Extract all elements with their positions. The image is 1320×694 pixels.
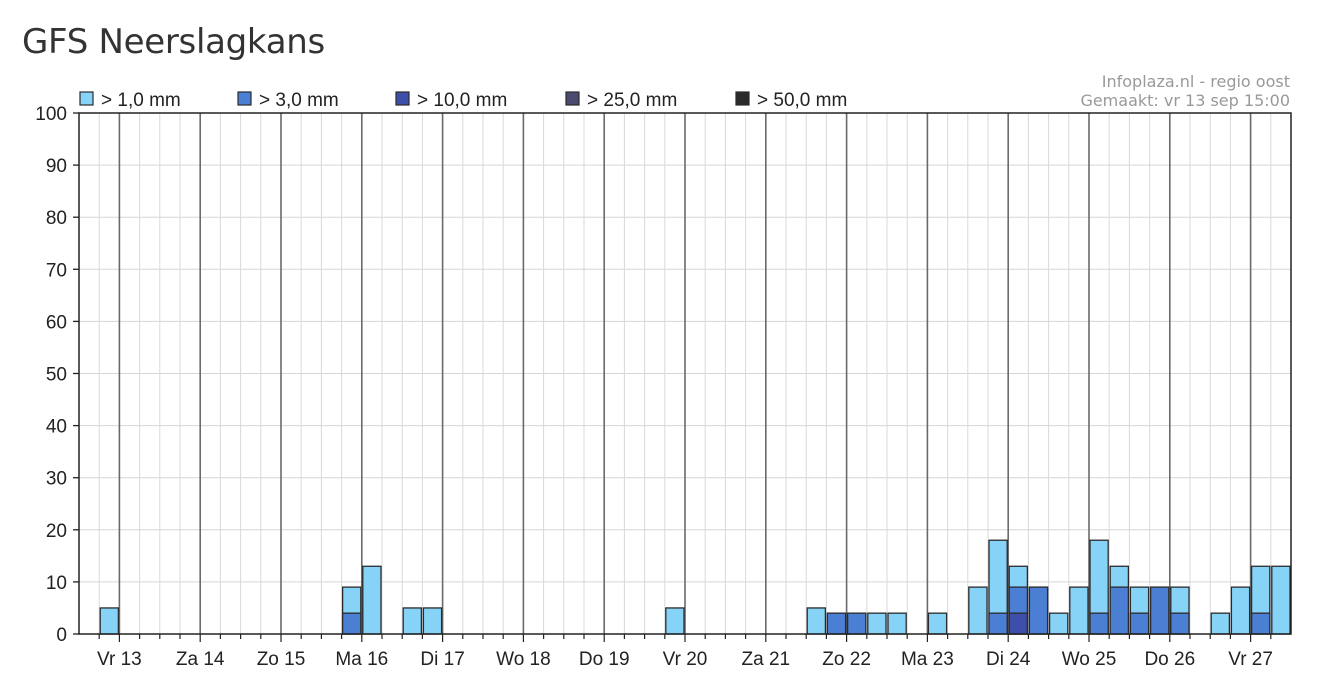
x-day-label: Wo 25 [1062,649,1117,670]
page-title: GFS Neerslagkans [22,22,325,62]
y-tick-label: 40 [46,417,67,438]
bar-gt3 [1109,586,1130,635]
bar-gt1 [99,607,120,635]
bar-gt1 [402,607,423,635]
legend-swatch [79,91,94,106]
legend-label: > 50,0 mm [757,90,847,111]
bar-gt3 [846,612,867,635]
x-day-label: Vr 20 [663,649,708,670]
bar-gt1 [422,607,443,635]
x-day-label: Vr 13 [97,649,142,670]
bar-gt3 [1028,586,1049,635]
x-day-label: Zo 15 [257,649,306,670]
y-tick-label: 0 [56,625,67,646]
bar-gt3 [1250,612,1271,635]
legend: > 1,0 mm > 3,0 mm > 10,0 mm > 25,0 mm > 50,0… [79,90,847,111]
bar-gt3 [1170,612,1190,635]
legend-label: > 3,0 mm [259,90,339,111]
x-day-label: Ma 23 [901,649,954,670]
bar-gt1 [806,607,827,635]
bar-gt3 [1089,612,1109,635]
creation-timestamp: Gemaakt: vr 13 sep 15:00 [1080,91,1290,110]
y-tick-label: 100 [35,104,67,125]
bar-gt1 [968,586,988,635]
grid-layer [79,112,1291,635]
legend-swatch [237,91,252,106]
y-tick-label: 90 [46,156,67,177]
legend-label: > 25,0 mm [587,90,677,111]
bar-gt1 [1230,586,1251,635]
bar-gt3 [1149,586,1170,635]
y-tick-label: 70 [46,260,67,281]
bar-gt3 [341,612,362,635]
y-tick-label: 60 [46,312,67,333]
legend-swatch [395,91,410,106]
legend-swatch [565,91,580,106]
x-day-label: Di 24 [986,649,1031,670]
bar-gt1 [1048,612,1069,635]
bar-gt1 [867,612,887,635]
legend-label: > 1,0 mm [101,90,181,111]
y-tick-label: 50 [46,365,67,386]
x-day-label: Ma 16 [335,649,388,670]
bar-gt1 [665,607,685,635]
bar-gt3 [1129,612,1150,635]
bars-layer [99,539,1291,635]
bar-gt1 [887,612,907,635]
x-day-label: Di 17 [420,649,464,670]
y-tick-label: 20 [46,521,67,542]
source-credit: Infoplaza.nl - regio oost Gemaakt: vr 13… [1080,72,1290,110]
y-tick-label: 30 [46,469,67,490]
bar-gt1 [362,565,382,635]
x-day-label: Za 14 [176,649,225,670]
x-day-label: Wo 18 [496,649,551,670]
legend-label: > 10,0 mm [417,90,507,111]
bar-gt1 [1271,565,1291,635]
x-day-label: Vr 27 [1228,649,1273,670]
axis-layer: 0 10 20 30 40 50 60 70 80 90 100 Vr 13 Za 14 Zo 15 Ma … [35,104,1292,670]
x-day-label: Za 21 [742,649,791,670]
x-day-label: Do 26 [1144,649,1195,670]
y-tick-label: 10 [46,573,67,594]
bar-gt1 [1069,586,1089,635]
y-tick-label: 80 [46,208,67,229]
x-day-label: Do 19 [579,649,630,670]
legend-swatch [735,91,750,106]
source-line: Infoplaza.nl - regio oost [1101,72,1290,91]
bar-gt10 [1008,612,1029,635]
x-day-label: Zo 22 [822,649,871,670]
bar-gt1 [927,612,948,635]
bar-gt3 [826,612,847,635]
bar-gt1 [1210,612,1231,635]
bar-gt3 [988,612,1008,635]
